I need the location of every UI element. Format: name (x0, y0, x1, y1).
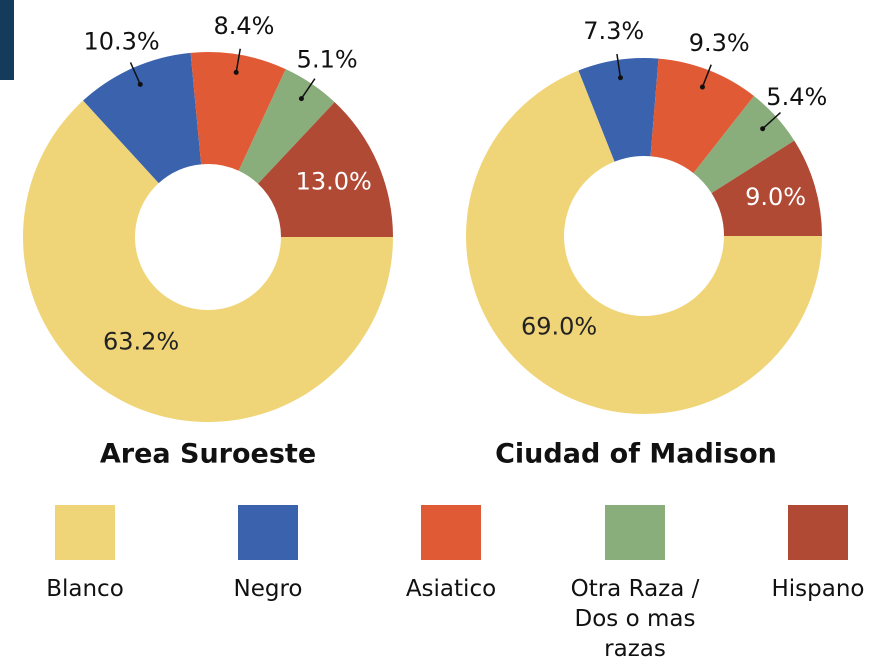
leader-dot (760, 126, 766, 132)
leader-dot (699, 84, 705, 90)
legend-label: Hispano (771, 576, 865, 602)
leader-line (235, 48, 241, 73)
legend-label: Blanco (46, 576, 124, 602)
donut-segment (238, 69, 335, 184)
value-label: 9.0% (745, 183, 806, 211)
value-label: 9.3% (689, 29, 750, 57)
donut-segment (711, 140, 822, 236)
leader-line (300, 78, 316, 100)
value-label: 10.3% (83, 27, 159, 55)
legend-swatch (421, 505, 481, 560)
legend-swatch (55, 505, 115, 560)
leader-line (701, 64, 712, 88)
chart-title: Ciudad of Madison (495, 439, 777, 470)
legend-swatch (605, 505, 665, 560)
donut-segment (465, 70, 822, 414)
donut-segment (257, 102, 393, 237)
donut-segment (190, 52, 286, 171)
donut-segment (22, 100, 393, 423)
corner-accent (0, 0, 14, 80)
donut-segment (578, 57, 659, 162)
value-label: 63.2% (103, 328, 179, 356)
value-label: 8.4% (213, 12, 274, 40)
leader-dot (298, 96, 304, 102)
leader-dot (137, 81, 143, 87)
value-label: 5.1% (297, 45, 358, 73)
legend-swatch (238, 505, 298, 560)
donut-segment (693, 96, 795, 194)
chart-title: Area Suroeste (100, 439, 316, 470)
leader-dot (617, 75, 623, 81)
legend-label: Negro (233, 576, 303, 602)
value-label: 7.3% (583, 17, 644, 45)
leader-line (762, 112, 781, 130)
value-label: 5.4% (766, 83, 827, 111)
leader-line (616, 53, 622, 78)
donut-segment (83, 52, 202, 184)
value-label: 13.0% (296, 168, 372, 196)
leader-dot (233, 69, 239, 75)
legend-label: Otra Raza / Dos o mas razas (570, 576, 700, 662)
leader-line (129, 62, 141, 85)
value-label: 69.0% (521, 313, 597, 341)
legend-label: Asiatico (405, 576, 497, 602)
donut-segment (650, 58, 754, 174)
legend-swatch (788, 505, 848, 560)
